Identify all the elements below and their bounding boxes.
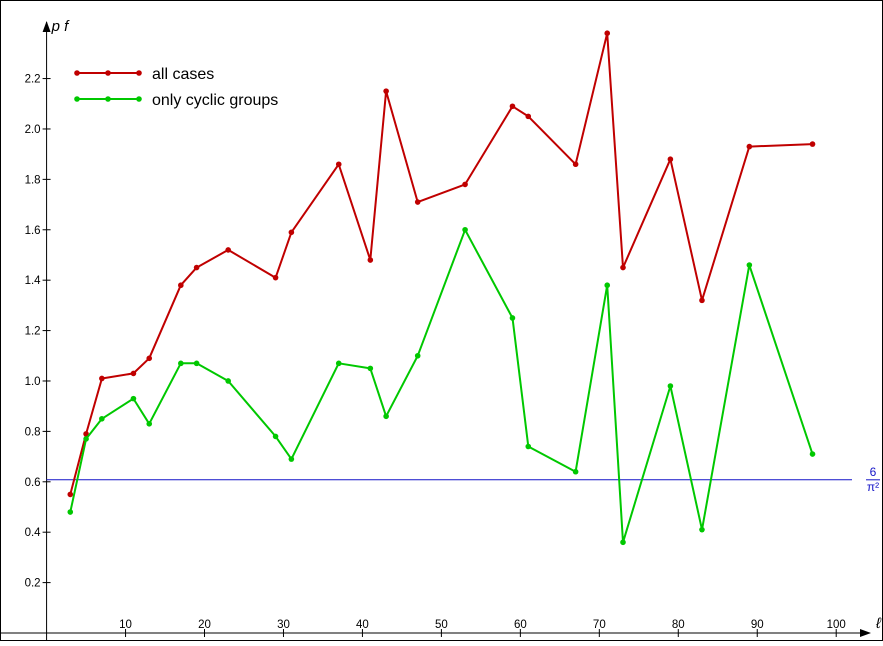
data-point-only-cyclic-groups	[225, 378, 231, 384]
data-point-all-cases	[525, 113, 532, 120]
legend-label-only-cyclic-groups: only cyclic groups	[152, 92, 278, 109]
data-point-all-cases	[383, 88, 389, 94]
y-tick-label: 1.2	[25, 326, 41, 338]
data-point-only-cyclic-groups	[178, 360, 184, 367]
x-tick-label: 30	[277, 619, 290, 631]
series-layer	[67, 30, 816, 546]
data-point-all-cases	[414, 199, 421, 205]
data-point-all-cases	[667, 156, 674, 163]
data-point-only-cyclic-groups	[130, 395, 137, 402]
data-point-all-cases	[225, 247, 231, 253]
data-point-only-cyclic-groups	[572, 468, 579, 475]
x-tick-label: 70	[593, 619, 606, 631]
data-point-only-cyclic-groups	[809, 451, 816, 457]
data-point-all-cases	[99, 375, 105, 382]
data-point-only-cyclic-groups	[99, 415, 105, 422]
data-point-only-cyclic-groups	[604, 282, 611, 289]
data-point-all-cases	[335, 161, 342, 168]
data-point-only-cyclic-groups	[288, 456, 295, 462]
data-point-only-cyclic-groups	[746, 262, 753, 268]
legend-swatch-marker	[105, 70, 111, 76]
data-point-all-cases	[746, 143, 753, 150]
y-tick-label: 0.8	[25, 426, 41, 438]
y-tick-label: 0.2	[25, 578, 41, 590]
legend-item-only-cyclic-groups: only cyclic groups	[74, 92, 278, 109]
data-point-only-cyclic-groups	[146, 421, 153, 427]
legend-swatch-marker	[136, 70, 142, 76]
reference-label-numerator: 6	[870, 465, 877, 479]
data-point-all-cases	[193, 264, 200, 271]
data-point-all-cases	[67, 491, 74, 498]
y-tick-label: 0.4	[25, 527, 42, 539]
legend: all cases only cyclic groups	[74, 66, 278, 109]
data-point-all-cases	[509, 103, 516, 110]
legend-swatch-marker	[105, 96, 111, 102]
x-axis-arrow	[860, 629, 871, 637]
data-point-all-cases	[288, 229, 295, 236]
data-point-all-cases	[809, 141, 816, 147]
data-point-all-cases	[130, 370, 137, 377]
data-point-only-cyclic-groups	[383, 413, 389, 420]
x-tick-label: 100	[827, 619, 846, 631]
data-point-all-cases	[572, 161, 579, 168]
series-line-all-cases	[69, 32, 813, 495]
data-point-all-cases	[272, 274, 279, 281]
reference-line-group: 6 π²	[46, 465, 880, 494]
data-point-only-cyclic-groups	[272, 433, 279, 440]
data-point-only-cyclic-groups	[699, 526, 705, 533]
data-point-only-cyclic-groups	[525, 443, 532, 450]
y-tick-label: 2.2	[25, 74, 41, 86]
y-tick-label: 1.4	[25, 275, 42, 287]
data-point-only-cyclic-groups	[620, 539, 626, 546]
data-point-all-cases	[604, 30, 611, 37]
data-point-only-cyclic-groups	[667, 383, 674, 389]
data-point-all-cases	[699, 297, 705, 304]
x-axis-label: ℓ	[875, 615, 882, 632]
data-point-all-cases	[620, 264, 626, 271]
legend-swatch-marker	[136, 96, 142, 102]
data-point-only-cyclic-groups	[367, 365, 374, 372]
legend-swatch-marker	[74, 70, 80, 76]
x-tick-label: 50	[435, 619, 448, 631]
x-tick-label: 40	[356, 619, 369, 631]
legend-swatch-marker	[74, 96, 80, 102]
data-point-all-cases	[146, 355, 153, 362]
y-tick-label: 1.0	[25, 376, 41, 388]
data-point-all-cases	[367, 257, 374, 263]
axes	[0, 21, 871, 641]
data-point-only-cyclic-groups	[414, 352, 421, 359]
data-point-only-cyclic-groups	[67, 509, 74, 515]
x-tick-label: 60	[514, 619, 527, 631]
data-point-only-cyclic-groups	[193, 360, 200, 367]
reference-label-denominator: π²	[867, 480, 879, 494]
data-point-only-cyclic-groups	[462, 226, 468, 233]
x-tick-label: 90	[751, 619, 764, 631]
y-axis-label: p f	[51, 18, 71, 35]
y-tick-label: 0.6	[25, 477, 41, 489]
data-point-all-cases	[462, 181, 468, 188]
x-tick-label: 20	[198, 619, 211, 631]
data-point-all-cases	[83, 431, 89, 437]
y-tick-label: 2.0	[25, 124, 41, 136]
y-tick-label: 1.8	[25, 174, 41, 186]
y-axis-arrow	[42, 21, 51, 32]
data-point-only-cyclic-groups	[509, 315, 516, 321]
data-point-only-cyclic-groups	[335, 360, 342, 367]
ticks: 10 20 30 40 50 60 70 80 90 100 0.2 0.4 0.6 0.8 1.0 1.2 1…	[25, 74, 846, 637]
x-tick-label: 80	[672, 619, 685, 631]
y-tick-label: 1.6	[25, 225, 41, 237]
data-point-only-cyclic-groups	[83, 436, 89, 442]
x-tick-label: 10	[119, 619, 132, 631]
series-line-only-cyclic-groups	[69, 228, 814, 544]
legend-item-all-cases: all cases	[74, 66, 214, 83]
data-point-all-cases	[178, 282, 184, 289]
legend-label-all-cases: all cases	[152, 66, 214, 83]
